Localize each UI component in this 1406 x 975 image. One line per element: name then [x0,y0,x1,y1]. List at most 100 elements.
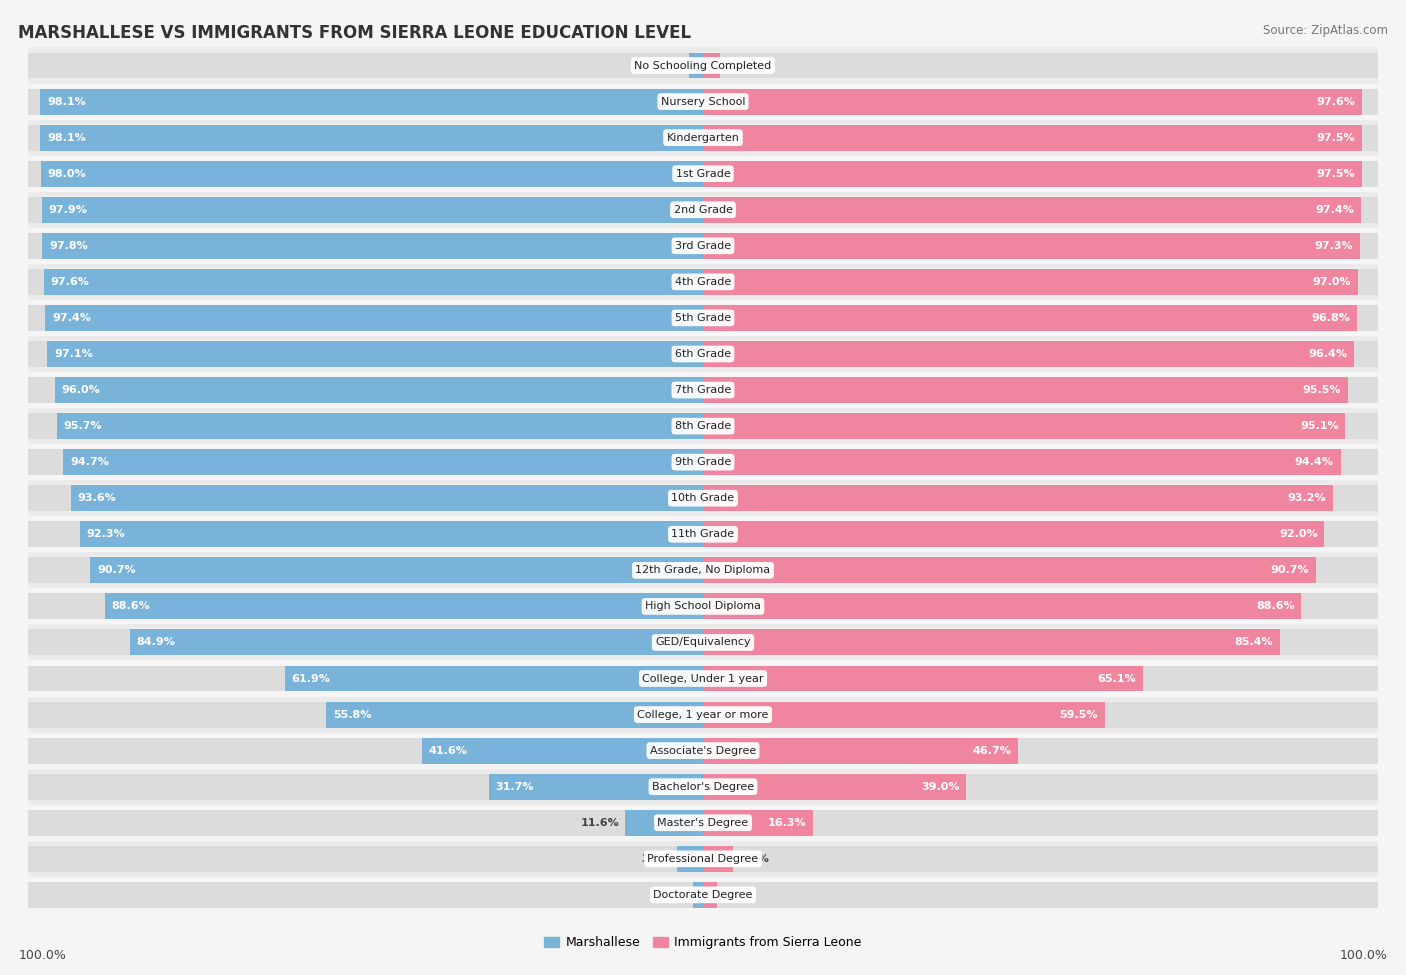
Bar [28,120,1378,156]
Bar [703,486,1378,511]
Text: 97.6%: 97.6% [51,277,90,287]
Text: 95.1%: 95.1% [1301,421,1339,431]
Text: Master's Degree: Master's Degree [658,818,748,828]
Bar [70,486,703,511]
Bar [703,305,1357,331]
Bar [703,558,1378,583]
Bar [703,846,734,872]
Bar [28,192,1378,228]
Text: GED/Equivalency: GED/Equivalency [655,638,751,647]
Bar [703,702,1105,727]
Text: 88.6%: 88.6% [1256,602,1295,611]
Bar [703,197,1361,222]
Bar [28,702,703,727]
Bar [41,125,703,150]
Text: 96.0%: 96.0% [62,385,100,395]
Bar [703,594,1378,619]
Bar [703,738,1378,763]
Text: 97.0%: 97.0% [1313,277,1351,287]
Text: 95.5%: 95.5% [1303,385,1341,395]
Text: Nursery School: Nursery School [661,97,745,106]
Text: 55.8%: 55.8% [333,710,371,720]
Bar [28,558,703,583]
Bar [28,445,1378,481]
Bar [44,269,703,294]
Text: 61.9%: 61.9% [291,674,330,683]
Bar [41,161,703,186]
Bar [28,336,1378,372]
Bar [689,53,703,79]
Bar [703,341,1354,367]
Text: 88.6%: 88.6% [111,602,150,611]
Bar [703,630,1378,655]
Bar [703,161,1378,186]
Bar [41,89,703,114]
Text: 94.7%: 94.7% [70,457,110,467]
Bar [703,233,1360,258]
Bar [28,89,703,114]
Bar [28,552,1378,588]
Bar [703,558,1316,583]
Bar [42,233,703,258]
Bar [28,516,1378,552]
Bar [703,269,1358,294]
Text: 12th Grade, No Diploma: 12th Grade, No Diploma [636,566,770,575]
Text: 95.7%: 95.7% [63,421,103,431]
Text: 97.9%: 97.9% [48,205,87,214]
Bar [28,696,1378,732]
Text: No Schooling Completed: No Schooling Completed [634,60,772,70]
Text: 2.0%: 2.0% [654,60,685,70]
Bar [42,197,703,222]
Bar [703,89,1378,114]
Bar [28,881,703,908]
Text: 1.5%: 1.5% [657,890,688,900]
Bar [693,881,703,908]
Bar [703,774,966,800]
Bar [28,48,1378,84]
Bar [703,377,1378,403]
Bar [703,522,1324,547]
Bar [28,774,703,800]
Text: 3rd Grade: 3rd Grade [675,241,731,251]
Text: 3.8%: 3.8% [641,854,672,864]
Bar [28,732,1378,768]
Text: 39.0%: 39.0% [921,782,960,792]
Bar [703,269,1378,294]
Text: 11.6%: 11.6% [581,818,619,828]
Text: 98.0%: 98.0% [48,169,86,178]
Bar [703,738,1018,763]
Bar [703,846,1378,872]
Text: 97.1%: 97.1% [53,349,93,359]
Bar [703,53,1378,79]
Text: 41.6%: 41.6% [429,746,468,756]
Text: College, 1 year or more: College, 1 year or more [637,710,769,720]
Bar [28,481,1378,516]
Bar [703,53,720,79]
Text: 90.7%: 90.7% [1270,566,1309,575]
Bar [703,702,1378,727]
Bar [28,233,703,258]
Text: 84.9%: 84.9% [136,638,176,647]
Bar [703,449,1378,475]
Text: 100.0%: 100.0% [18,950,66,962]
Bar [703,161,1361,186]
Bar [90,558,703,583]
Bar [56,413,703,439]
Text: 65.1%: 65.1% [1097,674,1136,683]
Text: 97.6%: 97.6% [1316,97,1355,106]
Bar [28,666,703,691]
Bar [703,666,1378,691]
Bar [48,341,703,367]
Text: 16.3%: 16.3% [768,818,807,828]
Text: 98.1%: 98.1% [48,133,86,142]
Bar [28,161,703,186]
Text: 4th Grade: 4th Grade [675,277,731,287]
Bar [28,413,703,439]
Bar [28,449,703,475]
Bar [28,877,1378,913]
Bar [703,630,1279,655]
Text: 97.3%: 97.3% [1315,241,1354,251]
Text: 11th Grade: 11th Grade [672,529,734,539]
Bar [28,624,1378,660]
Bar [28,53,703,79]
